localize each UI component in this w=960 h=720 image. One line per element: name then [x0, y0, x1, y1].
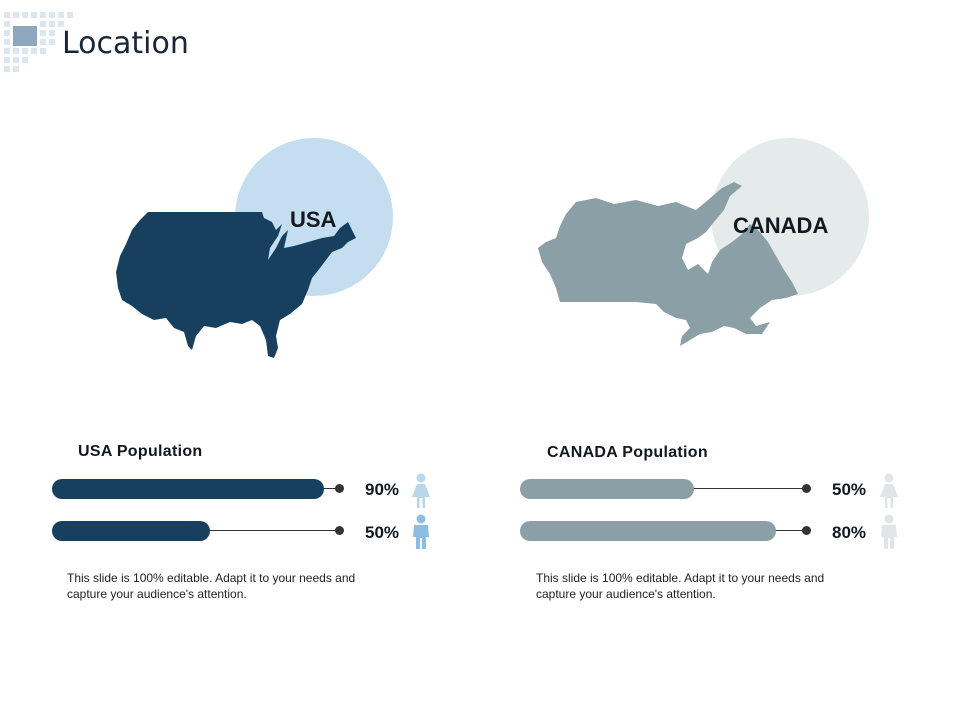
canada-population-title: CANADA Population — [547, 444, 708, 461]
bar-fill — [52, 521, 210, 541]
canada-bar-female — [520, 479, 812, 499]
bar-fill — [520, 479, 694, 499]
usa-population-title: USA Population — [78, 443, 203, 460]
male-person-icon — [881, 514, 897, 549]
bar-end-dot — [802, 526, 811, 535]
usa-label: USA — [290, 207, 337, 232]
decorative-grid — [4, 12, 73, 72]
usa-bar-female — [52, 479, 344, 499]
canada-bar-male — [520, 521, 812, 541]
bar-end-dot — [802, 484, 811, 493]
female-person-icon — [412, 473, 430, 508]
usa-male-percent: 50% — [365, 523, 400, 542]
usa-bar-male — [52, 521, 344, 541]
bar-end-dot — [335, 526, 344, 535]
canada-female-percent: 50% — [832, 480, 867, 499]
canada-label: CANADA — [733, 213, 829, 238]
canada-map-icon — [538, 182, 798, 346]
bar-fill — [520, 521, 776, 541]
slide-title: Location — [62, 26, 189, 61]
bar-end-dot — [335, 484, 344, 493]
canada-male-percent: 80% — [832, 523, 867, 542]
usa-female-percent: 90% — [365, 480, 400, 499]
canada-description: This slide is 100% editable. Adapt it to… — [536, 571, 825, 601]
bar-fill — [52, 479, 324, 499]
female-person-icon — [880, 473, 898, 508]
usa-map-icon — [116, 212, 356, 358]
male-person-icon — [413, 514, 429, 549]
usa-description: This slide is 100% editable. Adapt it to… — [67, 571, 356, 601]
